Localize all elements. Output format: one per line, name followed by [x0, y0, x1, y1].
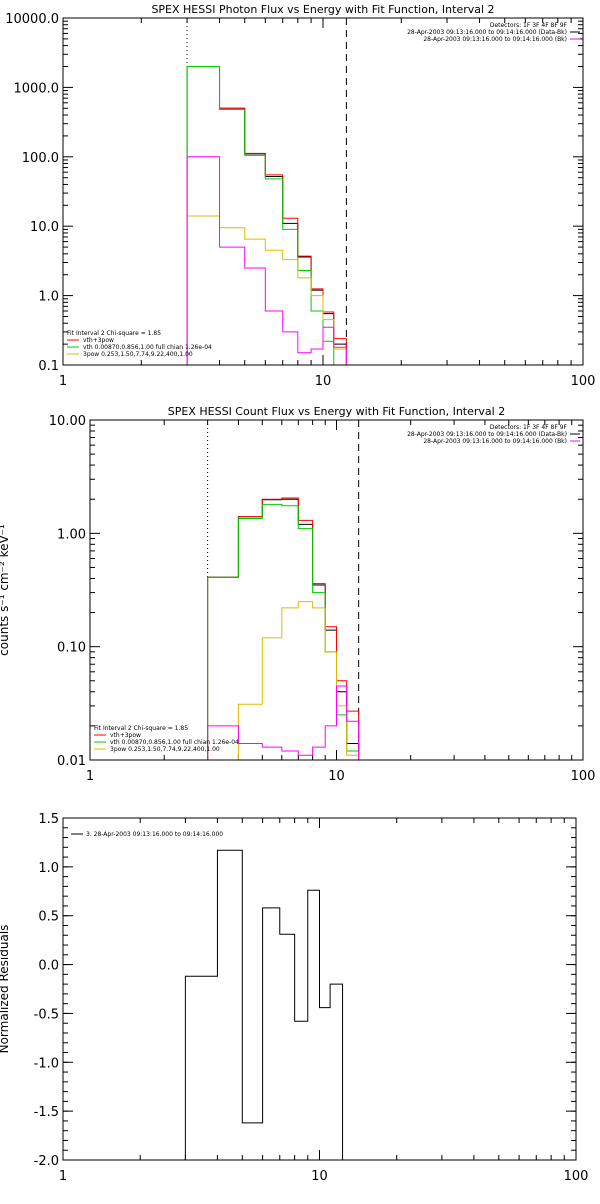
chart-title: SPEX HESSI Photon Flux vs Energy with Fi…: [151, 3, 494, 16]
y-axis-label: counts s⁻¹ cm⁻² keV⁻¹: [0, 524, 11, 656]
x-tick-label: 100: [571, 374, 596, 389]
series-line-5: [207, 685, 360, 760]
y-tick-label: 1.0: [38, 861, 59, 876]
y-tick-label: 1.00: [57, 527, 86, 542]
x-tick-label: 10: [311, 1169, 328, 1184]
y-tick-label: 0.5: [38, 910, 59, 925]
x-tick-label: 10: [315, 374, 332, 389]
chart-panel-3: Normalized Residuals 1 10 100 -2.0 -1.5 -1.0 -0…: [0, 812, 588, 1184]
legend-label: vth 0.00870,0.856,1.00 full chian 1.26e-…: [110, 739, 239, 746]
legend-label: 3pow 0.253,1.50,7.74,9.22,400,1.00: [110, 746, 220, 753]
legend-label: vth+3pow: [83, 337, 114, 344]
y-tick-label: 10.0: [30, 220, 59, 235]
x-tick-label: 100: [564, 1169, 589, 1184]
legend-label: vth+3pow: [110, 732, 141, 739]
y-tick-label: 1.5: [38, 812, 59, 827]
y-tick-label: 1.0: [38, 290, 59, 305]
series-line-4: [186, 215, 347, 365]
info-text: 28-Apr-2003 09:13:16.000 to 09:14:16.000…: [407, 431, 567, 438]
y-tick-label: 0.01: [57, 754, 86, 769]
legend-label: 3pow 0.253,1.50,7.74,9.22,400,1.00: [83, 351, 193, 358]
info-text: Detectors: 1F 3F 4F 8F 9F: [490, 22, 568, 29]
y-tick-label: 1000.0: [14, 81, 60, 96]
legend-label: 3. 28-Apr-2003 09:13:16.000 to 09:14:16.…: [86, 831, 223, 838]
y-tick-label: 0.1: [38, 359, 59, 374]
x-tick-label: 1: [59, 374, 67, 389]
x-tick-label: 1: [86, 769, 94, 784]
chart-panel-2: SPEX HESSI Count Flux vs Energy with Fit…: [0, 405, 596, 784]
y-tick-label: 10000.0: [5, 12, 59, 27]
y-tick-label: 10.00: [49, 414, 86, 429]
info-text: 28-Apr-2003 09:13:16.000 to 09:14:16.000…: [423, 438, 567, 445]
series-line-2: [186, 66, 347, 365]
y-tick-label: 0.0: [38, 959, 59, 974]
series-line-1: [184, 849, 344, 1160]
legend-title: Fit Interval 2 Chi-square = 1.85: [94, 725, 188, 732]
plot-frame: [62, 17, 584, 366]
y-tick-label: -1.5: [34, 1105, 59, 1120]
y-tick-label: -0.5: [34, 1007, 59, 1022]
series-line-3: [207, 503, 360, 760]
y-tick-label: -1.0: [34, 1056, 59, 1071]
x-tick-label: 100: [571, 769, 596, 784]
chart-title: SPEX HESSI Count Flux vs Energy with Fit…: [168, 405, 505, 418]
info-text: Detectors: 1F 3F 4F 8F 9F: [490, 424, 568, 431]
plot-frame: [62, 817, 577, 1161]
x-tick-label: 1: [59, 1169, 67, 1184]
x-tick-label: 10: [328, 769, 345, 784]
info-text: 28-Apr-2003 09:13:16.000 to 09:14:16.000…: [407, 29, 567, 36]
chart-panel-1: SPEX HESSI Photon Flux vs Energy with Fi…: [5, 3, 595, 389]
y-axis-label: Normalized Residuals: [0, 925, 11, 1054]
series-line-2: [207, 497, 360, 760]
series-line-5: [186, 156, 347, 365]
y-tick-label: 0.10: [57, 641, 86, 656]
legend-label: vth 0.00870,0.856,1.00 full chian 1.26e-…: [83, 344, 212, 351]
info-text: 28-Apr-2003 09:13:16.000 to 09:14:16.000…: [423, 36, 567, 43]
y-tick-label: 100.0: [22, 151, 59, 166]
legend-title: Fit Interval 2 Chi-square = 1.85: [67, 330, 161, 337]
series-line-4: [207, 601, 360, 760]
plot-frame: [89, 419, 584, 761]
y-tick-label: -2.0: [34, 1154, 59, 1169]
